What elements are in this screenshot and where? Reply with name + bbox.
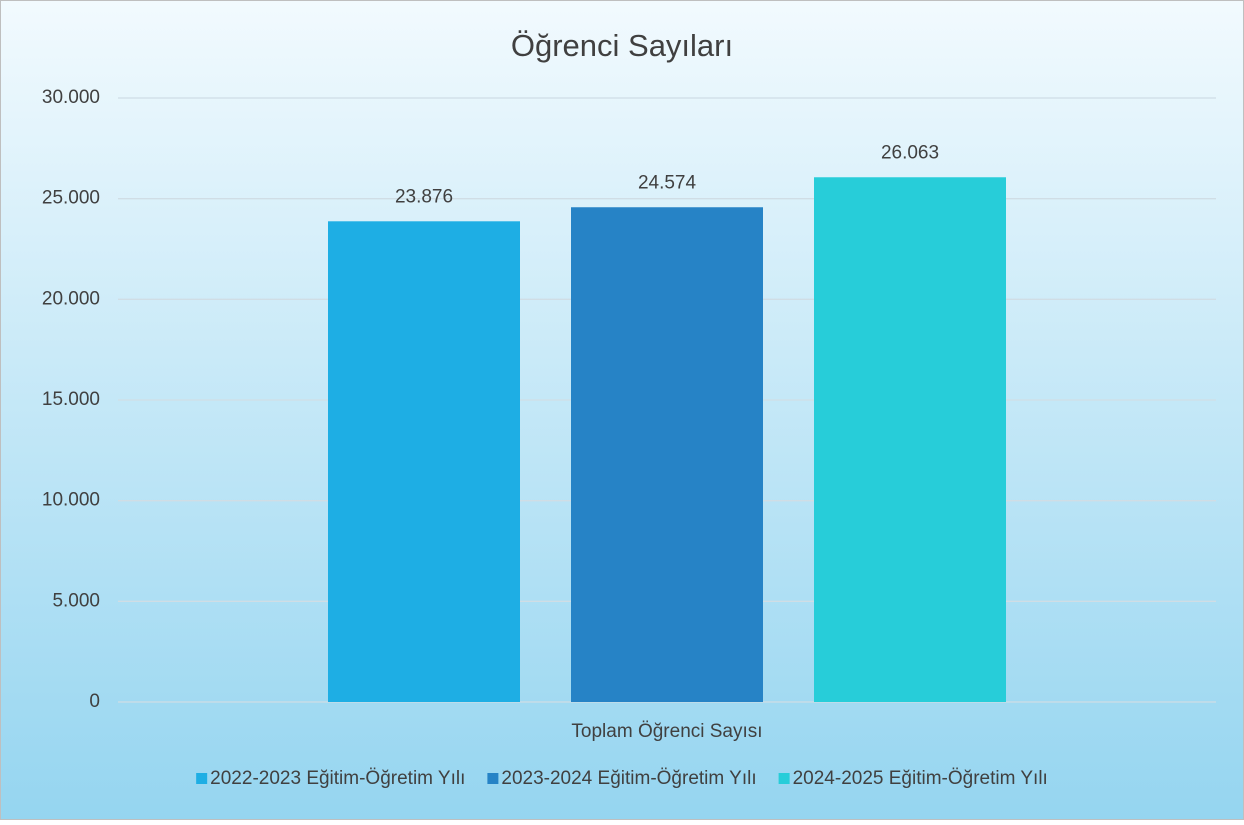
x-tick-label: Toplam Öğrenci Sayısı [571, 721, 762, 742]
legend-swatch [487, 773, 499, 784]
bar [328, 221, 520, 702]
data-label: 26.063 [881, 142, 939, 163]
legend-label: 2022-2023 Eğitim-Öğretim Yılı [210, 768, 465, 789]
legend-swatch [196, 773, 208, 784]
y-tick-label: 30.000 [42, 87, 100, 108]
legend-label: 2023-2024 Eğitim-Öğretim Yılı [501, 768, 756, 789]
bar [571, 207, 763, 702]
y-tick-label: 10.000 [42, 490, 100, 511]
data-label: 23.876 [395, 186, 453, 207]
legend-swatch [778, 773, 790, 784]
y-tick-label: 5.000 [52, 590, 100, 611]
y-tick-label: 25.000 [42, 188, 100, 209]
y-tick-label: 0 [89, 691, 100, 712]
y-tick-label: 20.000 [42, 288, 100, 309]
chart-title: Öğrenci Sayıları [511, 28, 733, 63]
bar [814, 177, 1006, 702]
y-tick-label: 15.000 [42, 389, 100, 410]
legend-label: 2024-2025 Eğitim-Öğretim Yılı [793, 768, 1048, 789]
data-label: 24.574 [638, 172, 697, 193]
